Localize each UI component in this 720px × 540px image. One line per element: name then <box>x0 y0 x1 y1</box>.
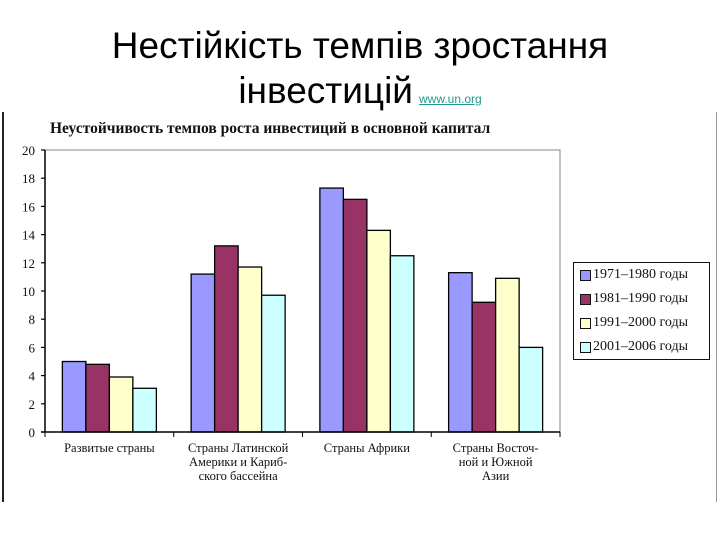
legend-item: 1991–2000 годы <box>580 314 688 332</box>
chart-title: Неустойчивость темпов роста инвестиций в… <box>50 120 491 137</box>
bar <box>85 363 111 433</box>
category-label: Страны Латинской Америки и Кариб-ского ба… <box>187 441 289 483</box>
legend-item: 1981–1990 годы <box>580 290 688 308</box>
legend-label: 1991–2000 годы <box>593 315 689 330</box>
y-tick-label: 12 <box>22 256 35 271</box>
bar <box>61 360 87 433</box>
source-link[interactable]: www.un.org <box>418 92 482 106</box>
bar <box>108 376 134 433</box>
y-tick-label: 18 <box>22 171 35 186</box>
bar <box>471 301 497 433</box>
bar <box>447 272 473 433</box>
y-tick-label: 16 <box>22 199 36 214</box>
bar <box>190 273 216 433</box>
bar <box>494 277 520 433</box>
y-tick-label: 6 <box>29 340 36 355</box>
legend-swatch-icon <box>580 341 591 353</box>
y-tick-label: 8 <box>29 312 36 327</box>
y-tick-label: 4 <box>29 369 36 384</box>
legend-label: 1981–1990 годы <box>593 291 689 306</box>
chart-frame-left-border <box>2 112 4 502</box>
category-label: Страны Африки <box>323 441 410 455</box>
category-label: Развитые страны <box>64 441 155 455</box>
y-tick-label: 2 <box>29 397 36 412</box>
bar <box>213 245 239 433</box>
slide-title-line1: Нестійкість темпів зростання <box>111 25 609 66</box>
bar <box>237 266 263 433</box>
slide-title-line2-text: інвестицій <box>238 70 413 111</box>
bar <box>342 198 368 433</box>
slide-title-line2: інвестицій www.un.org <box>0 70 720 120</box>
bar <box>319 187 345 433</box>
legend-item: 1971–1980 годы <box>580 266 688 284</box>
chart-frame-right-border <box>716 112 717 502</box>
category-label: Страны Восточ-ной и Южной Азии <box>452 441 539 483</box>
y-tick-label: 10 <box>22 284 35 299</box>
chart-legend: 1971–1980 годы 1981–1990 годы 1991–2000 … <box>573 262 710 360</box>
legend-swatch-icon <box>580 293 591 305</box>
legend-swatch-icon <box>580 269 591 281</box>
bar <box>389 255 415 433</box>
bar <box>518 346 544 433</box>
bar <box>132 387 158 433</box>
y-tick-label: 0 <box>29 425 36 440</box>
y-tick-label: 14 <box>22 228 36 243</box>
bar <box>366 229 392 433</box>
y-tick-label: 20 <box>22 143 35 158</box>
bar <box>260 294 286 433</box>
legend-label: 2001–2006 годы <box>593 339 689 354</box>
legend-label: 1971–1980 годы <box>593 267 689 282</box>
legend-item: 2001–2006 годы <box>580 338 688 356</box>
legend-swatch-icon <box>580 317 591 329</box>
